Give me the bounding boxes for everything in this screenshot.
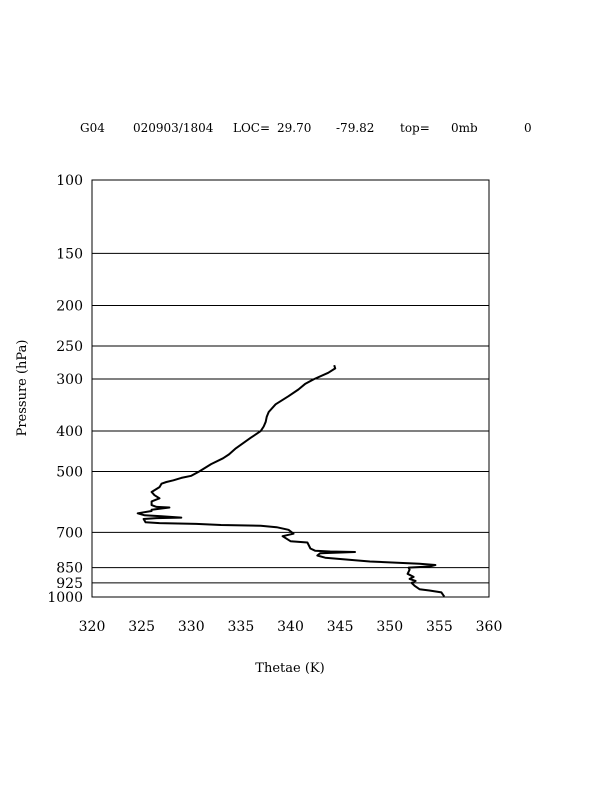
header-top-value: 0mb	[451, 121, 478, 135]
y-tick-label-150: 150	[56, 246, 83, 262]
header-lon: -79.82	[336, 121, 374, 135]
header-extra: 0	[524, 121, 532, 135]
y-axis-label: Pressure (hPa)	[15, 340, 30, 437]
y-tick-label-1000: 1000	[47, 590, 83, 606]
x-tick-label-355: 355	[426, 619, 453, 635]
y-tick-label-925: 925	[56, 576, 83, 592]
header-top-label: top=	[400, 121, 430, 135]
x-tick-label-320: 320	[79, 619, 106, 635]
y-tick-label-300: 300	[56, 372, 83, 388]
thetae-profile-line-0	[136, 364, 446, 598]
series-layer	[136, 364, 446, 598]
y-tick-label-100: 100	[56, 173, 83, 189]
x-tick-label-340: 340	[277, 619, 304, 635]
x-axis-label: Thetae (K)	[255, 661, 324, 676]
y-tick-label-200: 200	[56, 299, 83, 315]
header-station: G04	[80, 121, 105, 135]
header-datetime: 020903/1804	[133, 121, 214, 135]
chart-header: G04 020903/1804 LOC= 29.70 -79.82 top= 0…	[80, 121, 532, 135]
y-tick-label-500: 500	[56, 464, 83, 480]
y-tick-label-700: 700	[56, 525, 83, 541]
x-tick-label-330: 330	[178, 619, 205, 635]
x-tick-label-360: 360	[476, 619, 503, 635]
x-tick-label-325: 325	[128, 619, 155, 635]
y-tick-label-400: 400	[56, 424, 83, 440]
header-loc-label: LOC=	[233, 121, 270, 135]
header-lat: 29.70	[277, 121, 311, 135]
y-tick-label-850: 850	[56, 561, 83, 577]
y-tick-label-250: 250	[56, 339, 83, 355]
x-tick-labels: 320 325 330 335 340 345 350 355 360	[79, 619, 503, 635]
x-tick-label-335: 335	[228, 619, 255, 635]
grid-lines	[92, 252, 489, 584]
plot-frame	[91, 179, 490, 598]
x-tick-label-345: 345	[327, 619, 354, 635]
x-tick-label-350: 350	[376, 619, 403, 635]
